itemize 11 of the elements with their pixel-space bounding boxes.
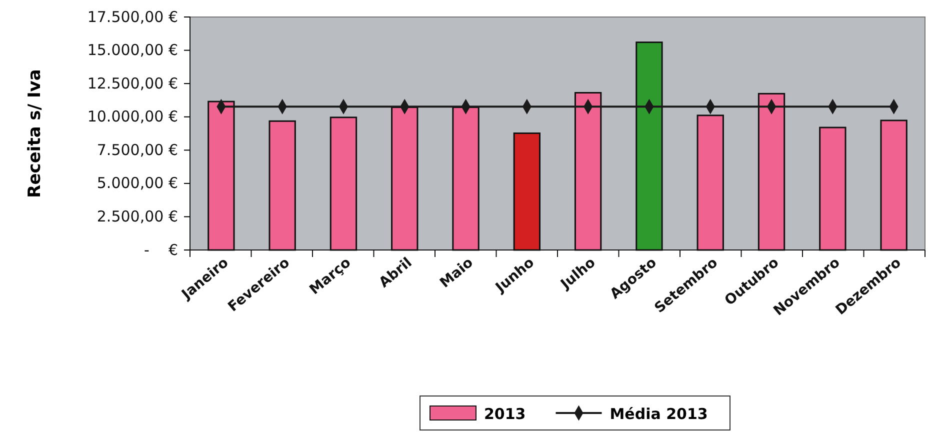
- y-tick-label: 12.500,00 €: [87, 74, 178, 92]
- y-tick-label: 2.500,00 €: [96, 208, 178, 226]
- y-tick-label: 10.000,00 €: [87, 108, 178, 126]
- legend-label: 2013: [484, 405, 526, 423]
- y-tick-label: 15.000,00 €: [87, 41, 178, 60]
- y-tick-label: 5.000,00 €: [96, 174, 178, 192]
- y-axis-title: Receita s/ Iva: [25, 69, 45, 198]
- y-tick-label: 17.500,00 €: [87, 8, 178, 26]
- legend-label: Média 2013: [610, 405, 708, 423]
- y-tick-label: 7.500,00 €: [96, 140, 178, 159]
- y-tick-label: - €: [144, 240, 178, 259]
